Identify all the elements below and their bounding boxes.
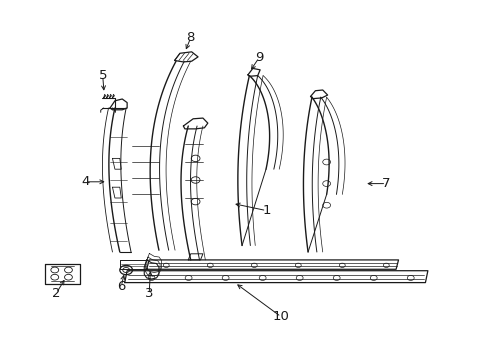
Text: 10: 10 (272, 310, 289, 323)
Text: 5: 5 (98, 69, 107, 82)
Text: 2: 2 (52, 287, 61, 300)
Text: 6: 6 (117, 280, 125, 293)
Text: 7: 7 (381, 177, 390, 190)
Text: 8: 8 (186, 31, 195, 44)
Text: 9: 9 (254, 51, 263, 64)
Text: 1: 1 (262, 204, 270, 217)
Text: 3: 3 (144, 287, 153, 300)
Text: 4: 4 (81, 175, 90, 188)
